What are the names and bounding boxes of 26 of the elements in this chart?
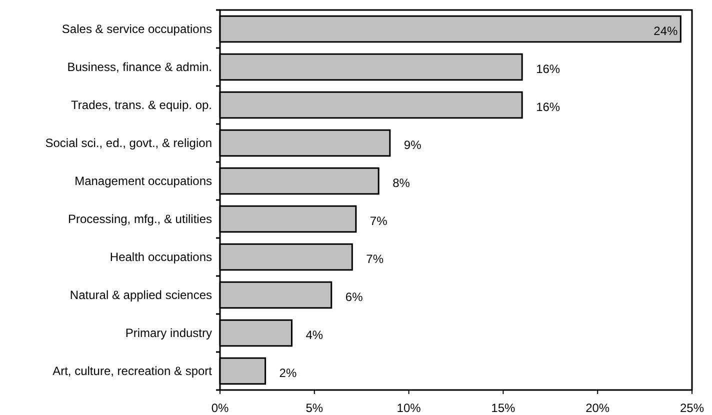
y-tick-label: Primary industry	[125, 326, 212, 340]
y-tick-label: Social sci., ed., govt., & religion	[45, 136, 212, 150]
x-tick-label: 20%	[586, 401, 610, 415]
data-label: 7%	[366, 252, 384, 266]
data-label: 7%	[370, 214, 388, 228]
x-tick-label: 25%	[680, 401, 704, 415]
data-label: 24%	[654, 24, 678, 38]
y-tick-label: Processing, mfg., & utilities	[68, 212, 212, 226]
data-label: 16%	[536, 62, 560, 76]
y-tick-label: Art, culture, recreation & sport	[52, 364, 213, 378]
data-label: 8%	[392, 176, 410, 190]
x-tick-label: 5%	[306, 401, 324, 415]
y-tick-label: Natural & applied sciences	[70, 288, 212, 302]
y-tick-label: Sales & service occupations	[62, 22, 212, 36]
x-tick-label: 15%	[491, 401, 516, 415]
data-label: 9%	[404, 138, 422, 152]
data-label: 6%	[345, 290, 364, 304]
y-tick-label: Health occupations	[110, 250, 212, 264]
data-label: 4%	[306, 328, 324, 342]
y-tick-label: Business, finance & admin.	[67, 60, 212, 74]
data-label: 16%	[536, 100, 560, 114]
x-tick-label: 0%	[211, 401, 229, 415]
y-tick-label: Management occupations	[74, 174, 212, 188]
x-tick-label: 10%	[396, 401, 422, 415]
y-tick-label: Trades, trans. & equip. op.	[71, 98, 212, 112]
data-label: 2%	[279, 366, 297, 380]
